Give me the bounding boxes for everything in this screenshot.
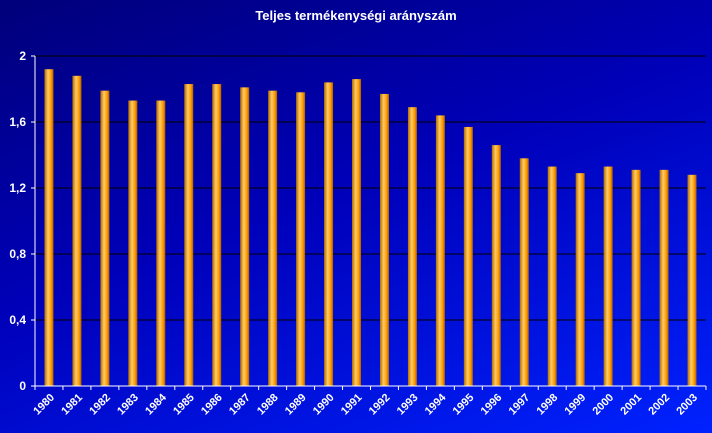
x-tick-label: 1985 bbox=[171, 392, 197, 418]
bar-1987 bbox=[240, 87, 250, 386]
x-tick-label: 1984 bbox=[143, 391, 169, 417]
x-tick-label: 2000 bbox=[590, 392, 616, 418]
bar-1981 bbox=[72, 75, 82, 387]
y-tick-label: 0 bbox=[19, 379, 26, 393]
x-tick-label: 1991 bbox=[339, 392, 365, 418]
y-tick-labels: 0 0,4 0,8 1,2 1,6 2 bbox=[9, 49, 26, 393]
x-tick-label: 1990 bbox=[311, 392, 337, 418]
bar-1980 bbox=[44, 69, 54, 386]
axes bbox=[31, 55, 707, 390]
bar-1984 bbox=[156, 100, 166, 387]
bar-1995 bbox=[463, 126, 473, 386]
y-tick-label: 2 bbox=[19, 49, 26, 63]
x-tick-label: 1999 bbox=[563, 392, 589, 418]
x-tick-label: 1981 bbox=[59, 392, 85, 418]
chart-title: Teljes termékenységi arányszám bbox=[255, 8, 456, 23]
x-tick-label: 1996 bbox=[479, 392, 505, 418]
bar-1998 bbox=[547, 166, 557, 386]
x-tick-label: 1993 bbox=[395, 392, 421, 418]
x-tick-label: 1988 bbox=[255, 392, 281, 418]
bar-1990 bbox=[324, 82, 334, 387]
gridlines bbox=[35, 55, 706, 321]
x-tick-label: 2003 bbox=[674, 392, 700, 418]
x-tick-label: 1994 bbox=[423, 391, 449, 417]
bar-2000 bbox=[603, 166, 613, 386]
x-tick-label: 1982 bbox=[87, 392, 113, 418]
x-tick-label: 1980 bbox=[31, 392, 57, 418]
bar-1997 bbox=[519, 158, 529, 386]
bar-1999 bbox=[575, 173, 585, 386]
y-tick-label: 0,8 bbox=[9, 247, 26, 261]
bar-1985 bbox=[184, 84, 194, 387]
bar-1993 bbox=[407, 107, 417, 387]
bar-1996 bbox=[491, 145, 501, 386]
bar-1992 bbox=[379, 93, 389, 386]
bar-1983 bbox=[128, 100, 138, 387]
x-tick-label: 1995 bbox=[451, 392, 477, 418]
x-tick-label: 1986 bbox=[199, 392, 225, 418]
x-tick-label: 1987 bbox=[227, 392, 253, 418]
x-tick-label: 1998 bbox=[535, 392, 561, 418]
x-tick-label: 2002 bbox=[646, 392, 672, 418]
y-tick-label: 0,4 bbox=[9, 313, 26, 327]
y-tick-label: 1,6 bbox=[9, 115, 26, 129]
x-tick-label: 1989 bbox=[283, 392, 309, 418]
bar-1982 bbox=[100, 90, 110, 387]
x-tick-label: 2001 bbox=[618, 392, 644, 418]
bar-1994 bbox=[435, 115, 445, 387]
x-tick-label: 1997 bbox=[507, 392, 533, 418]
bar-2002 bbox=[659, 169, 669, 386]
y-tick-label: 1,2 bbox=[9, 181, 26, 195]
bar-1991 bbox=[352, 79, 362, 386]
x-tick-label: 1992 bbox=[367, 392, 393, 418]
bar-1986 bbox=[212, 84, 222, 387]
x-tick-labels: 1980 1981 1982 1983 1984 1985 1986 1987 1988 1989… bbox=[31, 391, 700, 417]
bar-2001 bbox=[631, 169, 641, 386]
bars bbox=[44, 69, 697, 387]
bar-1988 bbox=[268, 90, 278, 387]
bar-1989 bbox=[296, 92, 306, 387]
x-tick-label: 1983 bbox=[115, 392, 141, 418]
bar-2003 bbox=[687, 174, 697, 386]
